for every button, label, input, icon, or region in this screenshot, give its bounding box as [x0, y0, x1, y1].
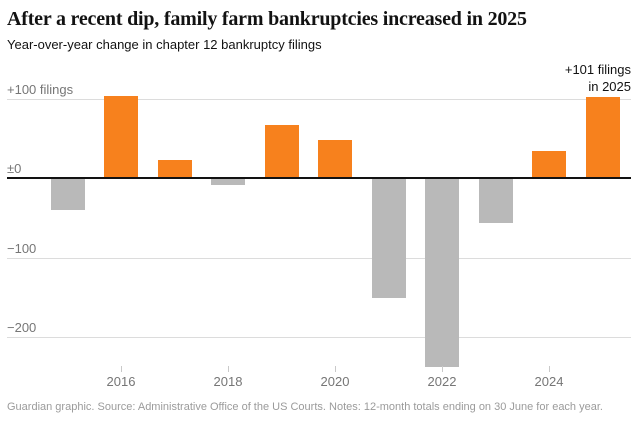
bar-2025 — [586, 97, 620, 177]
bar-2024 — [532, 151, 566, 177]
chart-title: After a recent dip, family farm bankrupt… — [7, 8, 527, 30]
x-tick-2022 — [442, 366, 443, 372]
y-axis-label--200: −200 — [7, 320, 37, 335]
gridline-100 — [7, 99, 631, 100]
y-axis-label-0: ±0 — [7, 161, 22, 176]
zero-axis-line — [7, 177, 631, 179]
x-axis-label-2016: 2016 — [106, 374, 136, 389]
bar-2019 — [265, 125, 299, 177]
y-axis-label--100: −100 — [7, 241, 37, 256]
x-axis-label-2018: 2018 — [213, 374, 243, 389]
annotation-line2: in 2025 — [588, 79, 631, 94]
x-tick-2016 — [121, 366, 122, 372]
bar-2017 — [158, 160, 192, 177]
bar-2015 — [51, 179, 85, 210]
source-note: Guardian graphic. Source: Administrative… — [7, 401, 603, 413]
x-tick-2024 — [549, 366, 550, 372]
chart-subtitle: Year-over-year change in chapter 12 bank… — [7, 37, 322, 52]
x-axis-label-2020: 2020 — [320, 374, 350, 389]
x-axis-label-2022: 2022 — [427, 374, 457, 389]
bar-2016 — [104, 96, 138, 177]
bar-2020 — [318, 140, 352, 177]
bar-2023 — [479, 179, 513, 223]
y-axis-label-100: +100 filings — [7, 82, 74, 97]
annotation-2025: +101 filings in 2025 — [565, 61, 631, 95]
annotation-line1: +101 filings — [564, 62, 631, 77]
bar-2021 — [372, 179, 406, 298]
bar-2022 — [425, 179, 459, 367]
x-tick-2020 — [335, 366, 336, 372]
x-tick-2018 — [228, 366, 229, 372]
gridline--200 — [7, 337, 631, 338]
bar-2018 — [211, 179, 245, 185]
gridline--100 — [7, 258, 631, 259]
x-axis-label-2024: 2024 — [534, 374, 564, 389]
